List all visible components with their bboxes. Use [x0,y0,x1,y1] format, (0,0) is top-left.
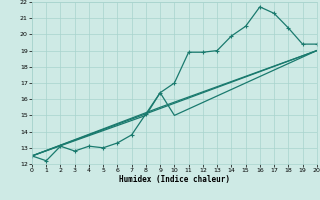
X-axis label: Humidex (Indice chaleur): Humidex (Indice chaleur) [119,175,230,184]
